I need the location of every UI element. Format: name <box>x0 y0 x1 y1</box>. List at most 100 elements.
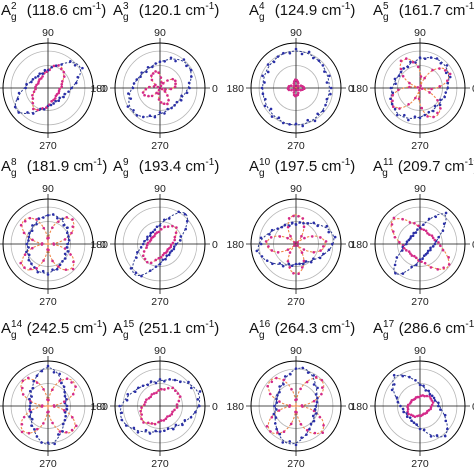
angle-tick-label: 180 <box>350 83 368 95</box>
data-point-a <box>126 392 130 396</box>
data-point-b <box>416 86 420 89</box>
angle-tick-label: 270 <box>39 140 57 152</box>
data-point-a <box>185 219 189 223</box>
data-point-a <box>427 217 431 221</box>
data-point-b <box>57 220 60 223</box>
angle-tick-label: 90 <box>42 183 54 195</box>
data-point-a <box>269 107 273 111</box>
data-point-a <box>431 109 435 113</box>
data-point-b <box>143 403 146 406</box>
data-point-a <box>129 97 133 100</box>
title-mode-subscript: g <box>383 330 389 341</box>
data-point-b <box>57 89 61 93</box>
angle-tick-label: 90 <box>290 183 302 195</box>
data-point-b <box>430 87 433 91</box>
data-point-b <box>21 379 25 383</box>
data-point-b <box>446 79 449 82</box>
data-point-b <box>297 88 300 91</box>
angle-tick-label: 90 <box>414 27 426 39</box>
data-point-a <box>333 235 337 239</box>
data-point-a <box>392 383 396 386</box>
data-point-a <box>255 249 259 253</box>
title-mode-letter: A <box>249 158 259 175</box>
data-point-b <box>173 408 176 412</box>
data-point-a <box>158 111 162 114</box>
data-point-a <box>178 380 182 384</box>
title-mode-subscript: g <box>11 168 17 179</box>
data-point-a <box>327 230 331 234</box>
data-point-b <box>146 421 150 425</box>
data-point-a <box>179 239 182 242</box>
data-point-b <box>411 60 415 64</box>
data-point-b <box>159 256 163 259</box>
data-point-a <box>33 266 36 269</box>
data-point-b <box>398 107 401 110</box>
angle-tick-label: 90 <box>414 345 426 357</box>
data-point-b <box>51 388 54 392</box>
data-point-a <box>28 389 32 393</box>
data-point-a <box>415 263 418 267</box>
data-point-b <box>414 96 417 100</box>
data-point-b <box>46 398 49 401</box>
data-point-a <box>274 416 278 419</box>
panel-title: A4 g (124.9 cm-1) <box>249 1 355 23</box>
data-point-a <box>301 262 305 266</box>
data-point-b <box>413 254 416 258</box>
data-point-b <box>429 405 433 409</box>
data-point-a <box>443 413 447 417</box>
data-point-a <box>36 270 40 274</box>
data-point-b <box>154 258 158 262</box>
data-point-a <box>443 434 447 438</box>
data-point-a <box>427 389 431 393</box>
data-point-a <box>63 252 67 256</box>
data-point-b <box>160 81 163 84</box>
data-point-b <box>174 82 177 86</box>
data-point-a <box>328 74 331 78</box>
data-point-a <box>405 242 408 246</box>
data-point-a <box>76 75 80 79</box>
title-mode-index: 14 <box>11 319 23 330</box>
data-point-b <box>47 410 50 414</box>
data-point-a <box>313 408 317 411</box>
data-point-b <box>151 72 155 75</box>
data-point-a <box>189 386 193 390</box>
data-point-b <box>65 215 69 219</box>
angle-tick-label: 180 <box>226 239 244 251</box>
data-point-b <box>171 77 174 81</box>
data-point-a <box>177 210 180 214</box>
data-point-a <box>415 423 419 426</box>
data-point-a <box>301 366 305 370</box>
data-point-b <box>292 214 295 218</box>
data-point-a <box>170 249 174 253</box>
angle-tick-label: 180 <box>350 401 368 413</box>
data-point-a <box>140 71 143 74</box>
data-point-a <box>132 82 136 85</box>
data-point-a <box>410 265 413 269</box>
data-point-b <box>293 241 296 244</box>
data-point-a <box>163 112 166 115</box>
data-point-a <box>37 217 41 220</box>
data-point-a <box>444 71 448 75</box>
data-point-b <box>23 253 27 257</box>
data-point-a <box>61 217 64 221</box>
data-point-b <box>269 236 273 239</box>
data-point-b <box>70 428 74 432</box>
data-point-a <box>396 113 399 117</box>
data-point-a <box>409 235 413 238</box>
data-point-b <box>147 94 150 98</box>
data-point-b <box>62 75 66 78</box>
data-point-a <box>126 105 130 108</box>
data-point-b <box>290 88 293 92</box>
title-close: ) <box>350 158 355 175</box>
data-point-a <box>408 416 412 419</box>
angle-tick-label: 0 <box>472 239 474 251</box>
data-point-b <box>270 415 274 419</box>
data-point-a <box>302 221 305 225</box>
data-point-a <box>198 390 202 393</box>
data-point-b <box>62 70 66 74</box>
data-point-b <box>35 218 38 221</box>
data-point-a <box>39 107 42 111</box>
data-point-b <box>157 92 160 95</box>
data-point-a <box>188 86 191 90</box>
